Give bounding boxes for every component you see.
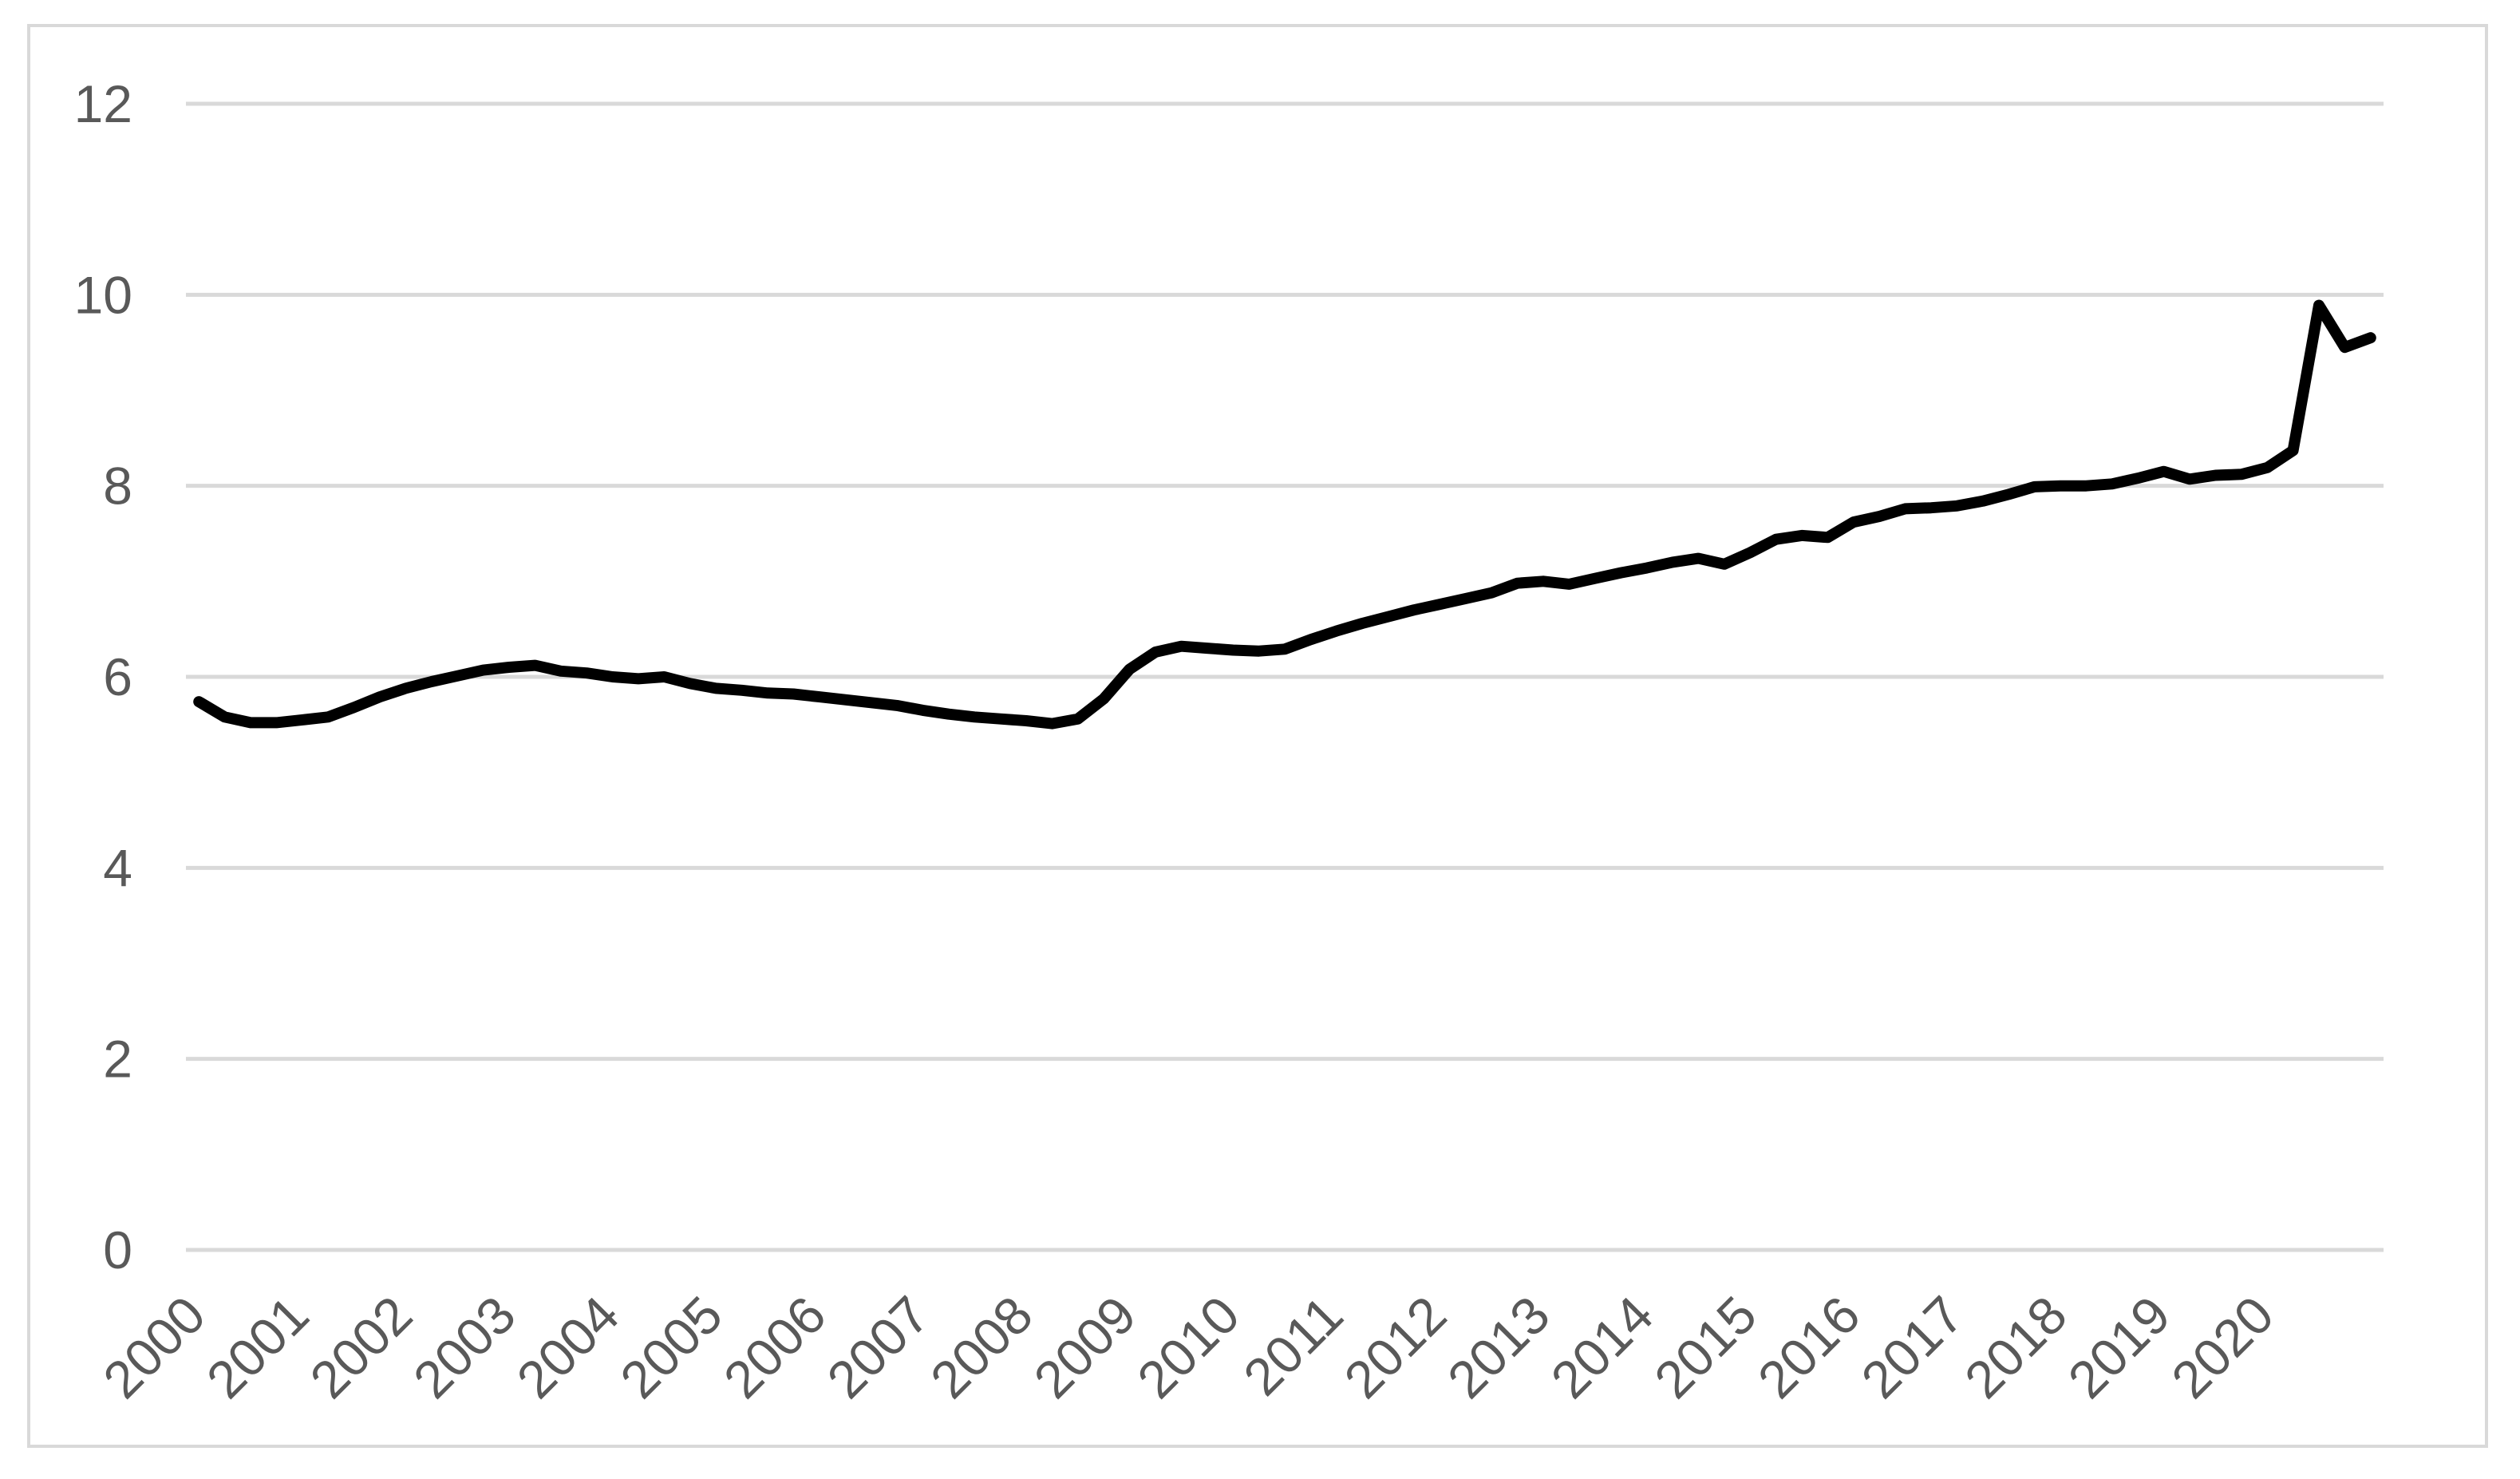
x-tick-label: 2017	[1850, 1285, 1974, 1410]
x-tick-label: 2004	[505, 1285, 630, 1410]
x-tick-label: 2011	[1232, 1285, 1354, 1407]
y-tick-label: 2	[103, 1030, 132, 1089]
x-tick-label: 2007	[816, 1285, 940, 1410]
x-tick-label: 2002	[298, 1285, 423, 1410]
x-tick-label: 2012	[1333, 1285, 1457, 1410]
x-tick-label: 2020	[2160, 1285, 2285, 1410]
gridlines	[186, 101, 2384, 1252]
x-tick-label: 2001	[196, 1285, 320, 1410]
y-tick-label: 4	[103, 838, 132, 897]
x-tick-label: 2008	[919, 1285, 1044, 1410]
x-tick-label: 2009	[1022, 1285, 1147, 1410]
x-tick-label: 2006	[713, 1285, 837, 1410]
y-tick-label: 0	[103, 1220, 132, 1279]
x-tick-label: 2015	[1643, 1285, 1768, 1410]
x-tick-label: 2010	[1126, 1285, 1250, 1410]
y-axis-tick-labels: 0 2 4 6 8 10 12	[74, 74, 132, 1279]
data-series	[193, 299, 2376, 730]
x-tick-label: 2005	[609, 1285, 733, 1410]
y-tick-label: 8	[103, 457, 132, 516]
x-tick-label: 2014	[1539, 1285, 1664, 1410]
x-tick-label: 2000	[92, 1285, 216, 1410]
x-tick-label: 2003	[402, 1285, 527, 1410]
y-tick-label: 10	[74, 265, 132, 324]
x-tick-label: 2016	[1747, 1285, 1871, 1410]
x-tick-label: 2019	[2056, 1285, 2181, 1410]
chart-border	[27, 24, 2488, 1448]
y-tick-label: 6	[103, 647, 132, 706]
x-tick-label: 2018	[1953, 1285, 2078, 1410]
y-tick-label: 12	[74, 74, 132, 133]
x-tick-label: 2013	[1436, 1285, 1561, 1410]
data-line	[193, 299, 2376, 730]
x-axis-tick-labels: 2000200120022003200420052006200720082009…	[92, 1285, 2285, 1410]
